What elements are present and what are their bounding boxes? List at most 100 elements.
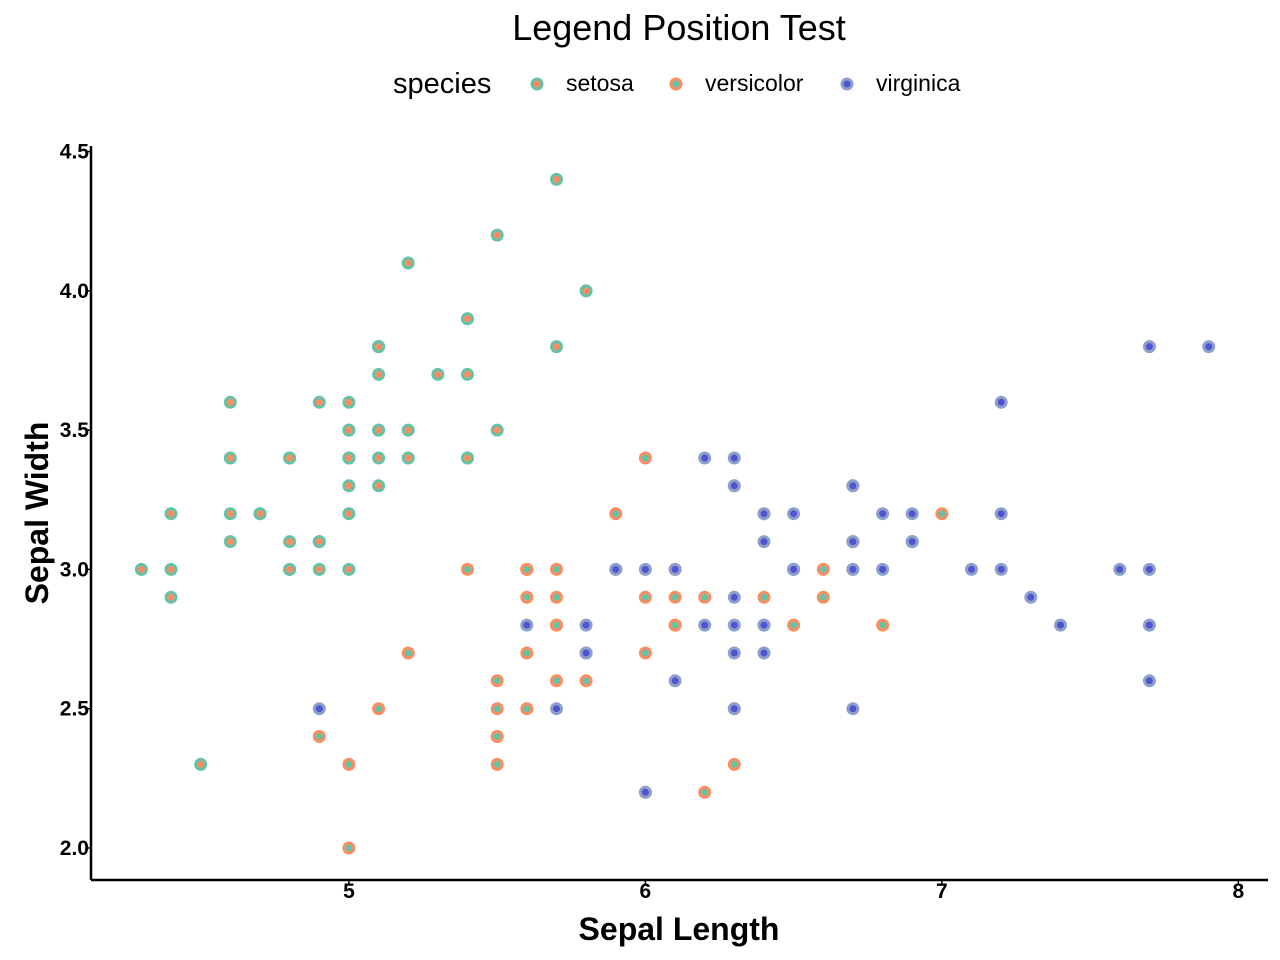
point-setosa-31 <box>461 451 474 465</box>
point-versicolor-9 <box>401 646 415 660</box>
point-versicolor-38 <box>520 562 534 576</box>
point-virginica-12 <box>876 562 890 576</box>
point-setosa-45 <box>283 562 297 576</box>
point-versicolor-0 <box>935 507 949 521</box>
point-setosa-30 <box>283 535 297 549</box>
x-axis-title: Sepal Length <box>579 911 780 947</box>
point-setosa-43 <box>342 423 356 437</box>
y-tick-label: 4.0 <box>60 280 89 303</box>
point-versicolor-14 <box>520 590 534 604</box>
x-tick-label: 5 <box>343 880 355 903</box>
point-setosa-17 <box>372 423 386 437</box>
point-virginica-40 <box>846 535 860 549</box>
point-setosa-15 <box>550 172 563 186</box>
point-versicolor-42 <box>579 674 593 688</box>
point-virginica-14 <box>579 618 593 632</box>
point-virginica-8 <box>846 702 860 716</box>
point-versicolor-20 <box>609 507 623 521</box>
point-setosa-14 <box>579 284 593 298</box>
point-virginica-15 <box>757 507 771 521</box>
point-versicolor-4 <box>787 618 801 632</box>
legend-label-versicolor: versicolor <box>705 70 804 96</box>
point-virginica-6 <box>312 702 326 716</box>
point-virginica-5 <box>1113 562 1127 576</box>
point-virginica-30 <box>1054 618 1067 632</box>
point-versicolor-37 <box>727 757 741 771</box>
point-versicolor-29 <box>550 674 563 688</box>
point-virginica-35 <box>1142 562 1156 576</box>
legend-label-virginica: virginica <box>876 70 961 96</box>
point-virginica-18 <box>1142 674 1156 688</box>
y-axis-title: Sepal Width <box>19 422 55 605</box>
point-versicolor-3 <box>490 757 504 771</box>
point-versicolor-44 <box>520 646 534 660</box>
point-versicolor-28 <box>638 590 652 604</box>
y-tick-label: 3.5 <box>60 419 90 442</box>
point-setosa-8 <box>164 590 178 604</box>
point-virginica-45 <box>846 562 860 576</box>
point-setosa-48 <box>431 367 445 381</box>
point-setosa-25 <box>342 562 356 576</box>
point-virginica-41 <box>905 535 919 549</box>
data-points <box>134 172 1216 855</box>
point-versicolor-33 <box>638 646 652 660</box>
point-setosa-26 <box>342 451 356 465</box>
point-versicolor-43 <box>342 757 356 771</box>
point-setosa-1 <box>312 562 326 576</box>
point-setosa-29 <box>253 507 267 521</box>
point-versicolor-39 <box>490 702 504 716</box>
point-virginica-31 <box>1202 340 1216 354</box>
point-setosa-10 <box>461 367 474 381</box>
point-setosa-6 <box>223 451 237 465</box>
y-tick-label: 3.0 <box>60 558 89 581</box>
legend-marker-setosa <box>530 77 544 91</box>
point-virginica-19 <box>638 785 652 799</box>
point-setosa-47 <box>223 507 237 521</box>
point-versicolor-35 <box>638 451 652 465</box>
point-versicolor-26 <box>876 618 890 632</box>
point-versicolor-19 <box>520 702 534 716</box>
legend-marker-virginica <box>840 77 854 91</box>
chart-title: Legend Position Test <box>512 7 846 48</box>
point-virginica-7 <box>1024 590 1038 604</box>
point-virginica-27 <box>668 562 682 576</box>
point-virginica-23 <box>727 646 741 660</box>
point-virginica-25 <box>994 507 1008 521</box>
point-versicolor-24 <box>757 590 771 604</box>
point-setosa-3 <box>223 535 237 549</box>
x-tick-label: 8 <box>1233 880 1245 903</box>
point-virginica-22 <box>1142 618 1156 632</box>
point-versicolor-47 <box>698 590 712 604</box>
point-virginica-46 <box>727 702 741 716</box>
point-setosa-39 <box>372 451 386 465</box>
x-tick-label: 7 <box>936 880 948 903</box>
y-tick-label: 2.0 <box>60 837 89 860</box>
y-tick-label: 2.5 <box>60 698 90 721</box>
point-versicolor-23 <box>668 618 682 632</box>
point-setosa-23 <box>372 479 386 493</box>
point-setosa-46 <box>372 340 386 354</box>
point-virginica-13 <box>550 702 563 716</box>
point-setosa-35 <box>342 507 356 521</box>
point-versicolor-13 <box>668 590 682 604</box>
point-virginica-43 <box>876 507 890 521</box>
point-virginica-21 <box>520 618 534 632</box>
point-virginica-36 <box>727 451 741 465</box>
point-versicolor-8 <box>816 590 830 604</box>
point-setosa-36 <box>490 423 504 437</box>
point-versicolor-7 <box>312 730 326 743</box>
point-setosa-28 <box>401 451 415 465</box>
point-virginica-9 <box>994 395 1008 409</box>
point-versicolor-45 <box>550 562 563 576</box>
point-virginica-47 <box>787 562 801 576</box>
point-virginica-37 <box>757 535 771 549</box>
point-setosa-27 <box>401 423 415 437</box>
point-setosa-33 <box>490 228 504 242</box>
point-versicolor-25 <box>816 562 830 576</box>
point-setosa-32 <box>401 256 415 270</box>
point-versicolor-48 <box>372 702 386 716</box>
legend-title: species <box>393 68 491 100</box>
point-setosa-49 <box>342 479 356 493</box>
point-setosa-22 <box>223 395 237 409</box>
